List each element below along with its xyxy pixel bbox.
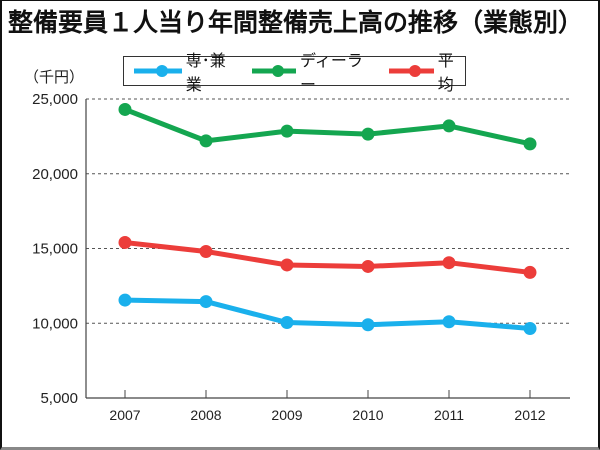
data-point [523,137,537,151]
legend-marker-senkengyo [134,65,182,77]
x-tick-label: 2007 [109,407,140,423]
data-point [199,134,213,148]
y-tick-label: 10,000 [32,315,78,332]
series-0 [118,293,537,335]
data-point [361,259,375,273]
series-1 [118,102,537,151]
y-axis-unit-label: （千円） [24,68,85,86]
legend-label-senkengyo: 専･兼業 [185,51,226,94]
legend-item-dealer: ディーラー [251,47,368,95]
legend-marker-dealer [251,65,297,77]
data-point [280,258,294,272]
series-line [124,107,531,147]
legend-label-dealer: ディーラー [300,51,363,94]
x-tick-label: 2008 [190,407,221,423]
data-point [118,236,132,250]
y-tick-label: 15,000 [32,241,78,258]
axes [85,99,570,399]
y-tick-label: 20,000 [32,166,78,183]
data-point [199,244,213,258]
legend-item-senkengyo: 専･兼業 [134,47,234,95]
data-point [442,315,456,329]
y-tick-labels: 5,000 10,000 15,000 20,000 25,000 [32,91,78,407]
data-point [118,293,132,307]
data-point [442,256,456,270]
series-group [118,102,537,335]
legend: 専･兼業 ディーラー 平均 [123,51,466,94]
y-tick-label: 5,000 [40,390,78,407]
legend-label-average: 平均 [437,51,454,94]
x-tick-label: 2009 [271,407,302,423]
x-tick-label: 2012 [514,407,545,423]
data-point [442,119,456,133]
y-tick-label: 25,000 [32,91,78,108]
data-point [361,318,375,332]
data-point [199,295,213,309]
data-point [280,124,294,138]
legend-marker-average [389,65,434,77]
data-point [118,102,132,116]
series-line [124,240,531,275]
data-point [361,127,375,141]
series-line [124,297,531,331]
x-tick-label: 2011 [434,407,464,423]
legend-item-average: 平均 [389,47,465,95]
data-point [523,265,537,279]
series-2 [118,236,537,279]
x-tick-labels: 2007 2008 2009 2010 2011 2012 [109,390,546,423]
chart-title: 整備要員１人当り年間整備売上高の推移（業態別） [8,8,584,37]
data-point [523,321,537,335]
x-tick-label: 2010 [352,407,383,423]
data-point [280,316,294,330]
